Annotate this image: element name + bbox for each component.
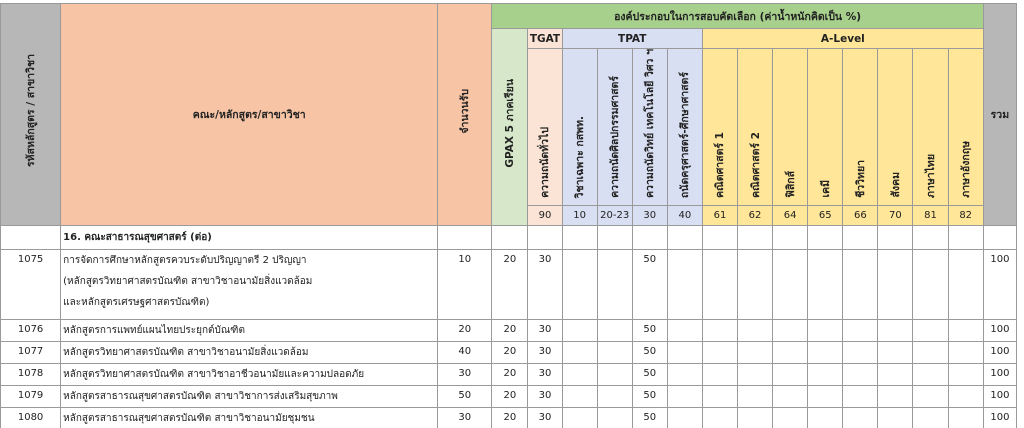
total-value: 100 bbox=[982, 248, 1018, 320]
faculty-row: 16. คณะสาธารณสุขศาสตร์ (ต่อ) bbox=[0, 224, 1018, 250]
subject-header-social: สังคม bbox=[877, 48, 914, 206]
subject-header-chemistry: เคมี bbox=[807, 48, 844, 206]
subject-header-biology: ชีววิทยา bbox=[842, 48, 879, 206]
table-row: 1075 การจัดการศึกษาหลักสูตรควบระดับปริญญ… bbox=[0, 248, 1018, 320]
tgat-value: 30 bbox=[527, 318, 563, 342]
program-code: 1078 bbox=[0, 362, 62, 386]
seats-column-header: จำนวนรับ bbox=[437, 3, 493, 226]
seats-value: 40 bbox=[437, 340, 493, 364]
tgat-value: 30 bbox=[527, 340, 563, 364]
total-value: 100 bbox=[982, 406, 1018, 428]
table-row: 1078 หลักสูตรวิทยาศาสตรบัณฑิต สาขาวิชาอา… bbox=[0, 362, 1018, 386]
subject-header-tpat1: วิชาเฉพาะ กสพท. bbox=[561, 48, 598, 206]
gpax-value: 20 bbox=[491, 340, 529, 364]
admission-criteria-table: รหัสหลักสูตร / สาขาวิชา คณะ/หลักสูตร/สาข… bbox=[0, 3, 1018, 428]
seats-value: 20 bbox=[437, 318, 493, 342]
subject-header-tpat4: ถนัดครุศาสตร์-ศึกษาศาสตร์ bbox=[666, 48, 703, 206]
seats-value: 30 bbox=[437, 362, 493, 386]
code-column-header: รหัสหลักสูตร / สาขาวิชา bbox=[0, 3, 62, 226]
subject-header-math1: คณิตศาสตร์ 1 bbox=[701, 48, 739, 206]
table-row: 1080 หลักสูตรสาธารณสุขศาสตรบัณฑิต สาขาวิ… bbox=[0, 406, 1018, 428]
program-code: 1077 bbox=[0, 340, 62, 364]
table-row: 1079 หลักสูตรสาธารณสุขศาสตรบัณฑิต สาขาวิ… bbox=[0, 384, 1018, 408]
program-code: 1076 bbox=[0, 318, 62, 342]
subject-code-tgat: 90 bbox=[527, 204, 563, 226]
total-value: 100 bbox=[982, 340, 1018, 364]
subject-code-physics: 64 bbox=[772, 204, 809, 226]
tpat3-value: 50 bbox=[631, 362, 668, 386]
components-title: องค์ประกอบในการสอบคัดเลือก (ค่าน้ำหนักคิ… bbox=[491, 3, 984, 29]
subject-header-tgat: ความถนัดทั่วไป bbox=[527, 48, 563, 206]
subject-code-social: 70 bbox=[877, 204, 914, 226]
total-value: 100 bbox=[982, 362, 1018, 386]
subject-code-tpat2: 20-23 bbox=[596, 204, 633, 226]
tpat3-value: 50 bbox=[631, 318, 668, 342]
tpat3-value: 50 bbox=[631, 384, 668, 408]
program-code: 1079 bbox=[0, 384, 62, 408]
program-name: หลักสูตรวิทยาศาสตรบัณฑิต สาขาวิชาอาชีวอน… bbox=[60, 362, 439, 386]
gpax-value: 20 bbox=[491, 406, 529, 428]
program-name: หลักสูตรวิทยาศาสตรบัณฑิต สาขาวิชาอนามัยส… bbox=[60, 340, 439, 364]
gpax-value: 20 bbox=[491, 318, 529, 342]
subject-code-tpat1: 10 bbox=[561, 204, 598, 226]
program-name: หลักสูตรสาธารณสุขศาสตรบัณฑิต สาขาวิชาอนา… bbox=[60, 406, 439, 428]
seats-value: 10 bbox=[437, 248, 493, 320]
subject-code-math1: 61 bbox=[701, 204, 739, 226]
tpat-group-header: TPAT bbox=[561, 28, 703, 49]
program-code: 1075 bbox=[0, 248, 62, 320]
program-name: หลักสูตรสาธารณสุขศาสตรบัณฑิต สาขาวิชาการ… bbox=[60, 384, 439, 408]
tgat-value: 30 bbox=[527, 406, 563, 428]
tpat3-value: 50 bbox=[631, 406, 668, 428]
subject-header-physics: ฟิสิกส์ bbox=[772, 48, 809, 206]
program-name: การจัดการศึกษาหลักสูตรควบระดับปริญญาตรี … bbox=[60, 248, 439, 320]
subject-code-thai: 81 bbox=[912, 204, 949, 226]
program-code: 1080 bbox=[0, 406, 62, 428]
gpax-column-header: GPAX 5 ภาคเรียน bbox=[491, 28, 529, 226]
seats-value: 50 bbox=[437, 384, 493, 408]
faculty-name: 16. คณะสาธารณสุขศาสตร์ (ต่อ) bbox=[60, 224, 439, 250]
total-value: 100 bbox=[982, 318, 1018, 342]
gpax-value: 20 bbox=[491, 384, 529, 408]
table-row: 1076 หลักสูตรการแพทย์แผนไทยประยุกต์บัณฑิ… bbox=[0, 318, 1018, 342]
tgat-value: 30 bbox=[527, 362, 563, 386]
subject-code-tpat4: 40 bbox=[666, 204, 703, 226]
subject-header-english: ภาษาอังกฤษ bbox=[947, 48, 984, 206]
program-name: หลักสูตรการแพทย์แผนไทยประยุกต์บัณฑิต bbox=[60, 318, 439, 342]
subject-code-chemistry: 65 bbox=[807, 204, 844, 226]
subject-header-tpat2: ความถนัดศิลปกรรมศาสตร์ bbox=[596, 48, 633, 206]
subject-header-math2: คณิตศาสตร์ 2 bbox=[736, 48, 774, 206]
program-column-header: คณะ/หลักสูตร/สาขาวิชา bbox=[60, 3, 439, 226]
alevel-group-header: A-Level bbox=[701, 28, 984, 49]
faculty-code-cell bbox=[0, 224, 62, 250]
gpax-value: 20 bbox=[491, 248, 529, 320]
subject-code-math2: 62 bbox=[736, 204, 774, 226]
total-column-header: รวม bbox=[982, 3, 1018, 226]
total-value: 100 bbox=[982, 384, 1018, 408]
table-row: 1077 หลักสูตรวิทยาศาสตรบัณฑิต สาขาวิชาอน… bbox=[0, 340, 1018, 364]
tgat-value: 30 bbox=[527, 384, 563, 408]
tgat-group-header: TGAT bbox=[527, 28, 563, 49]
subject-header-tpat3: ความถนัดวิทย์ เทคโนโลยี วิศว ฯ bbox=[631, 48, 668, 206]
gpax-value: 20 bbox=[491, 362, 529, 386]
subject-code-biology: 66 bbox=[842, 204, 879, 226]
tpat3-value: 50 bbox=[631, 340, 668, 364]
subject-header-thai: ภาษาไทย bbox=[912, 48, 949, 206]
tgat-value: 30 bbox=[527, 248, 563, 320]
subject-code-tpat3: 30 bbox=[631, 204, 668, 226]
tpat3-value: 50 bbox=[631, 248, 668, 320]
seats-value: 30 bbox=[437, 406, 493, 428]
subject-code-english: 82 bbox=[947, 204, 984, 226]
